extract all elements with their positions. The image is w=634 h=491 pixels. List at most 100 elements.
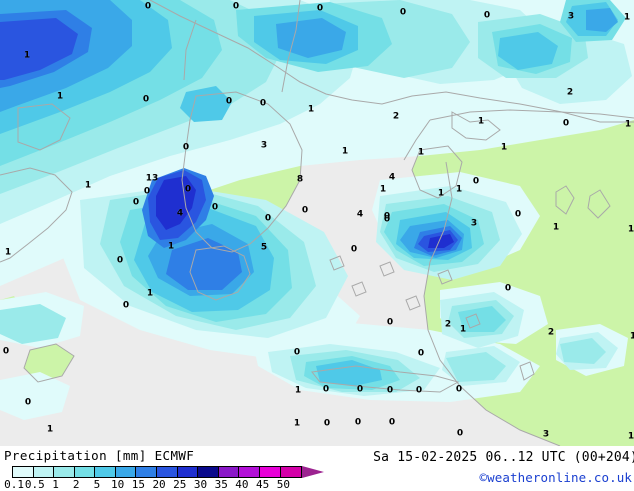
precip-value-label: 0 xyxy=(456,428,464,439)
precip-value-label: 0 xyxy=(415,385,423,396)
precip-value-label: 1 xyxy=(84,180,92,191)
colorbar-tick: 45 xyxy=(256,478,270,491)
precip-value-label: 1 xyxy=(552,222,560,233)
precip-value-label: 13 xyxy=(145,173,159,184)
precip-value-label: 2 xyxy=(566,87,574,98)
precip-value-label: 1 xyxy=(294,385,302,396)
precip-value-label: 1 xyxy=(627,431,634,442)
colorbar-swatch xyxy=(33,467,55,477)
precip-value-label: 1 xyxy=(293,418,301,429)
map-canvas xyxy=(0,0,634,446)
colorbar-tick: 50 xyxy=(276,478,290,491)
precip-value-label: 0 xyxy=(455,384,463,395)
colorbar-tick: 2 xyxy=(72,478,80,491)
precip-value-label: 1 xyxy=(56,91,64,102)
colorbar-swatch xyxy=(74,467,96,477)
colorbar[interactable] xyxy=(12,466,302,478)
precipitation-map[interactable]: 0 0 0 0 0 3 1 1 0 0 1 2 1 0 1 0 0 0 0 3 1 1 0 1 2 1 0 0 3 1 0 3 1 1 13 8 4 0 0… xyxy=(0,0,634,446)
precip-value-label: 4 xyxy=(388,172,396,183)
colorbar-swatch xyxy=(177,467,199,477)
precip-value-label: 0 xyxy=(264,213,272,224)
map-footer: Precipitation [mm] ECMWF 0.1 0.5 1 2 5 10 15 20… xyxy=(0,446,634,491)
precipitation-legend: Precipitation [mm] ECMWF 0.1 0.5 1 2 5 10 15 20… xyxy=(4,448,344,491)
precip-value-label: 0 xyxy=(386,317,394,328)
precip-value-label: 0 xyxy=(259,98,267,109)
precip-value-label: 0 xyxy=(293,347,301,358)
precip-value-label: 3 xyxy=(260,140,268,151)
colorbar-tick: 0.1 xyxy=(4,478,24,491)
precip-value-label: 1 xyxy=(437,188,445,199)
precip-value-label: 3 xyxy=(542,429,550,440)
colorbar-swatch xyxy=(280,467,302,477)
colorbar-swatch xyxy=(259,467,281,477)
colorbar-tick: 0.5 xyxy=(24,478,45,491)
precip-value-label: 0 xyxy=(356,384,364,395)
colorbar-swatch xyxy=(54,467,75,477)
precip-value-label: 0 xyxy=(24,397,32,408)
precip-value-label: 0 xyxy=(211,202,219,213)
colorbar-swatch xyxy=(136,467,158,477)
copyright-credit: ©weatheronline.co.uk xyxy=(479,470,632,485)
precip-value-label: 0 xyxy=(383,214,391,225)
precip-value-label: 8 xyxy=(296,174,304,185)
precip-level-25 xyxy=(156,176,454,248)
precip-value-label: 0 xyxy=(232,1,240,12)
precip-value-label: 1 xyxy=(146,288,154,299)
precip-value-label: 0 xyxy=(399,7,407,18)
colorbar-swatch xyxy=(13,467,34,477)
precip-value-label: 0 xyxy=(383,211,391,222)
precip-value-label: 5 xyxy=(260,242,268,253)
precip-value-label: 0 xyxy=(386,385,394,396)
precip-value-label: 1 xyxy=(341,146,349,157)
precip-value-label: 0 xyxy=(388,417,396,428)
precip-value-label: 1 xyxy=(379,184,387,195)
colorbar-tick: 35 xyxy=(214,478,228,491)
precip-value-label: 2 xyxy=(547,327,555,338)
precip-value-label: 1 xyxy=(4,247,12,258)
precip-value-label: 0 xyxy=(116,255,124,266)
precip-value-label: 0 xyxy=(350,244,358,255)
precip-value-label: 1 xyxy=(629,331,634,342)
precip-value-label: 1 xyxy=(624,119,632,130)
precip-value-label: 1 xyxy=(627,224,634,235)
precip-value-label: 0 xyxy=(354,417,362,428)
precip-value-label: 0 xyxy=(182,142,190,153)
precip-value-label: 4 xyxy=(356,209,364,220)
precip-value-label: 0 xyxy=(316,3,324,14)
precip-value-label: 3 xyxy=(567,11,575,22)
precip-value-label: 0 xyxy=(2,346,10,357)
colorbar-tick-labels: 0.1 0.5 1 2 5 10 15 20 25 30 35 40 45 50 xyxy=(4,478,344,491)
precip-value-label: 1 xyxy=(500,142,508,153)
precip-value-label: 3 xyxy=(470,218,478,229)
precip-value-label: 0 xyxy=(562,118,570,129)
colorbar-arrow-icon xyxy=(302,466,324,478)
colorbar-tick: 10 xyxy=(111,478,125,491)
colorbar-swatch xyxy=(95,467,116,477)
precip-value-label: 1 xyxy=(455,184,463,195)
precip-value-label: 2 xyxy=(392,111,400,122)
precip-value-label: 1 xyxy=(623,12,631,23)
precip-value-label: 0 xyxy=(504,283,512,294)
legend-title: Precipitation [mm] ECMWF xyxy=(4,448,195,463)
precip-value-label: 1 xyxy=(459,324,467,335)
colorbar-tick: 1 xyxy=(52,478,59,491)
colorbar-swatch xyxy=(239,467,260,477)
colorbar-swatch xyxy=(198,467,219,477)
precip-value-label: 0 xyxy=(122,300,130,311)
precip-value-label: 1 xyxy=(46,424,54,435)
precip-value-label: 4 xyxy=(176,208,184,219)
precip-value-label: 1 xyxy=(477,116,485,127)
precip-value-label: 1 xyxy=(307,104,315,115)
precip-value-label: 0 xyxy=(301,205,309,216)
precip-value-label: 0 xyxy=(132,197,140,208)
precip-value-label: 0 xyxy=(472,176,480,187)
precip-value-label: 0 xyxy=(322,384,330,395)
colorbar-tick: 40 xyxy=(235,478,249,491)
precip-value-label: 1 xyxy=(23,50,31,61)
precip-value-label: 0 xyxy=(514,209,522,220)
precip-value-label: 0 xyxy=(417,348,425,359)
colorbar-tick: 25 xyxy=(173,478,187,491)
colorbar-swatch xyxy=(157,467,178,477)
precip-value-label: 0 xyxy=(144,1,152,12)
colorbar-swatch xyxy=(115,467,137,477)
